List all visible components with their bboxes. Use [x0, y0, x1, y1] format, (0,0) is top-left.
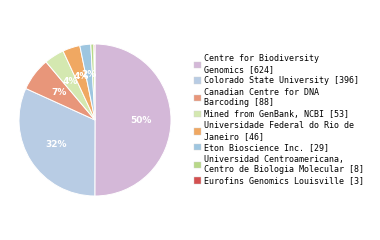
Wedge shape [91, 44, 95, 120]
Text: 4%: 4% [63, 77, 78, 86]
Wedge shape [63, 46, 95, 120]
Wedge shape [19, 89, 95, 196]
Text: 4%: 4% [73, 72, 89, 81]
Text: 2%: 2% [82, 70, 97, 79]
Legend: Centre for Biodiversity
Genomics [624], Colorado State University [396], Canadia: Centre for Biodiversity Genomics [624], … [194, 54, 364, 186]
Text: 32%: 32% [46, 140, 67, 149]
Text: 7%: 7% [51, 88, 66, 97]
Text: 50%: 50% [130, 115, 151, 125]
Wedge shape [80, 44, 95, 120]
Wedge shape [26, 62, 95, 120]
Wedge shape [94, 44, 95, 120]
Wedge shape [95, 44, 171, 196]
Wedge shape [46, 51, 95, 120]
